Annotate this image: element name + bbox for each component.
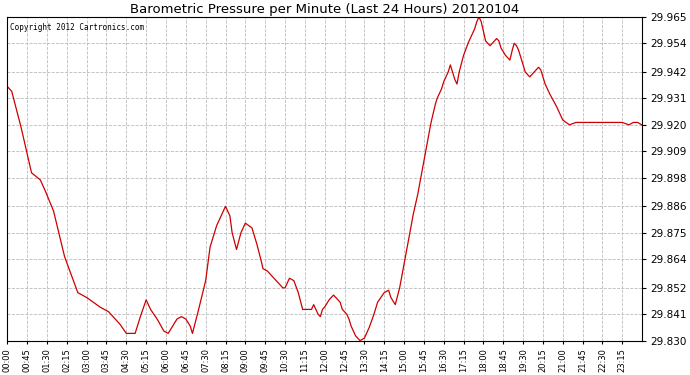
Text: Copyright 2012 Cartronics.com: Copyright 2012 Cartronics.com: [10, 23, 145, 32]
Title: Barometric Pressure per Minute (Last 24 Hours) 20120104: Barometric Pressure per Minute (Last 24 …: [130, 3, 519, 16]
